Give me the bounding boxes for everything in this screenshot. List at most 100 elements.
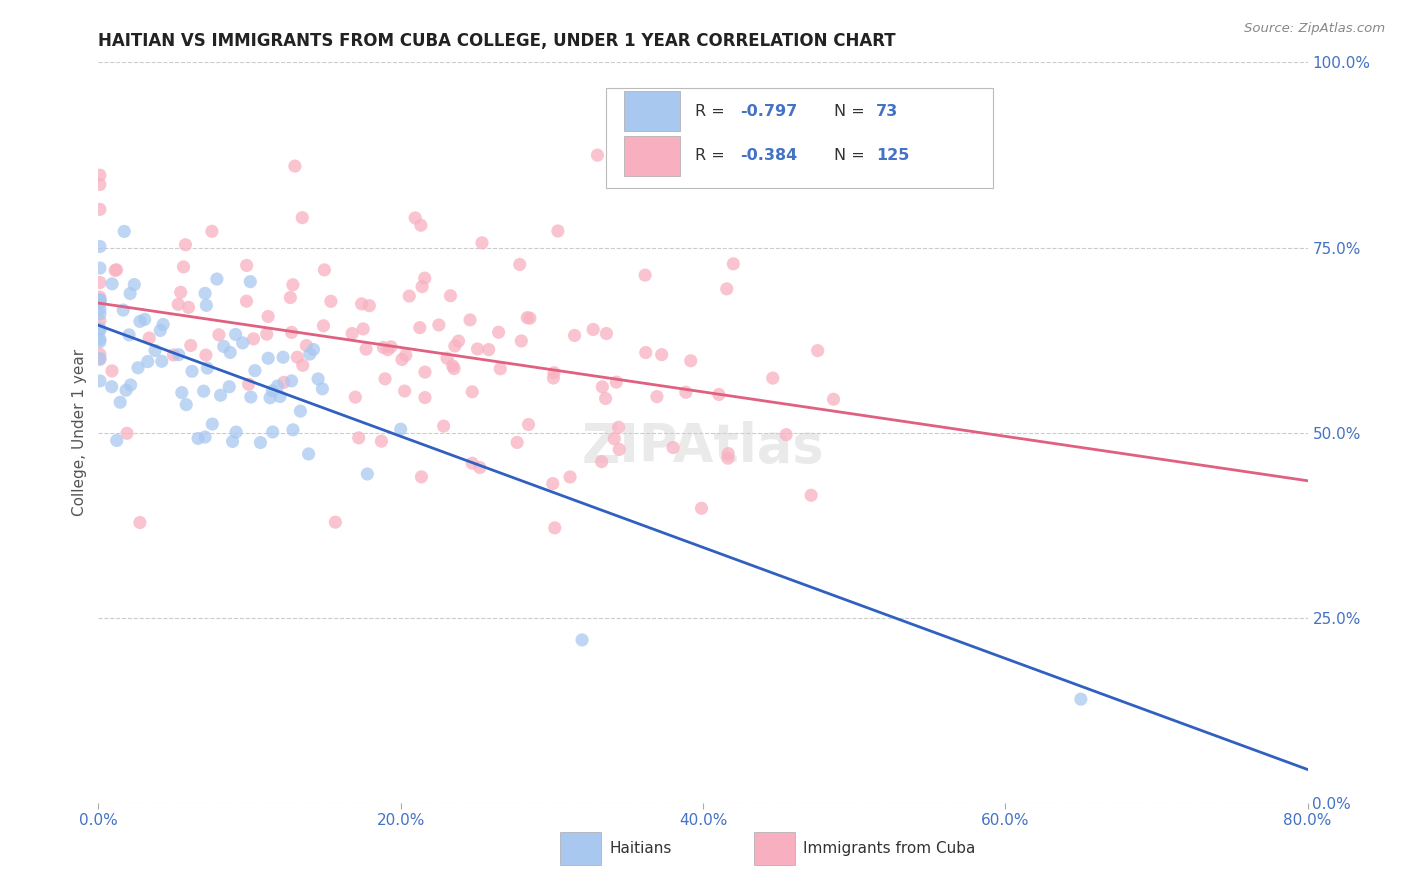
Point — [115, 383, 138, 397]
Point — [89, 347, 111, 361]
Point — [89, 322, 111, 336]
Point — [558, 470, 581, 484]
Point — [1070, 692, 1092, 706]
Point — [89, 334, 111, 349]
Point — [395, 348, 418, 362]
Point — [136, 354, 159, 368]
Point — [461, 456, 484, 470]
Point — [413, 391, 436, 405]
Point — [409, 219, 432, 233]
Point — [262, 425, 284, 439]
Point — [651, 348, 673, 362]
Point — [104, 263, 127, 277]
Point — [823, 392, 845, 407]
Point — [249, 435, 271, 450]
Point — [180, 338, 202, 352]
Point — [239, 390, 262, 404]
Point — [295, 338, 318, 352]
Point — [377, 343, 399, 357]
Point — [409, 320, 432, 334]
Point — [209, 388, 232, 402]
Point — [370, 434, 392, 449]
Point — [201, 224, 224, 238]
Point — [266, 379, 288, 393]
Point — [150, 354, 173, 368]
Point — [134, 312, 156, 326]
Point — [603, 432, 626, 446]
Point — [174, 237, 197, 252]
Point — [645, 390, 668, 404]
Point — [101, 364, 124, 378]
Point — [447, 334, 470, 348]
Point — [582, 322, 605, 336]
Point — [297, 447, 319, 461]
Point — [100, 380, 122, 394]
Point — [340, 326, 363, 341]
Point — [394, 384, 416, 398]
Point — [354, 342, 377, 356]
Point — [356, 467, 378, 481]
Point — [280, 326, 302, 340]
Text: Haitians: Haitians — [610, 841, 672, 856]
Point — [177, 301, 200, 315]
Point — [242, 332, 264, 346]
Point — [443, 339, 465, 353]
Text: R =: R = — [695, 103, 730, 119]
Point — [634, 345, 657, 359]
Point — [194, 348, 217, 362]
Point — [607, 420, 630, 434]
Point — [101, 277, 124, 291]
Point — [89, 352, 111, 367]
Point — [89, 295, 111, 310]
Point — [571, 632, 593, 647]
Point — [506, 435, 529, 450]
Point — [461, 384, 484, 399]
Point — [679, 353, 702, 368]
Point — [173, 260, 195, 274]
Point — [89, 351, 111, 366]
Point — [232, 335, 254, 350]
Point — [707, 387, 730, 401]
Point — [591, 380, 613, 394]
Point — [170, 285, 193, 300]
Point — [290, 404, 312, 418]
Text: N =: N = — [834, 148, 869, 163]
Point — [235, 294, 257, 309]
Point — [181, 364, 204, 378]
Point — [112, 303, 135, 318]
Point — [380, 340, 402, 354]
Point — [235, 259, 257, 273]
Point — [411, 470, 433, 484]
Point — [262, 384, 284, 398]
Point — [398, 289, 420, 303]
Point — [543, 366, 565, 380]
Point — [516, 310, 538, 325]
Point — [634, 268, 657, 282]
Point — [312, 318, 335, 333]
Point — [105, 262, 128, 277]
Point — [359, 299, 381, 313]
Point — [478, 343, 501, 357]
Point — [257, 351, 280, 366]
Point — [350, 297, 373, 311]
Point — [89, 313, 111, 327]
Point — [127, 360, 149, 375]
Point — [269, 390, 291, 404]
Point — [291, 359, 314, 373]
Point — [89, 239, 111, 253]
Point — [174, 398, 197, 412]
Point — [311, 382, 333, 396]
Point — [89, 293, 111, 307]
Point — [291, 211, 314, 225]
Point — [547, 224, 569, 238]
Text: ZIPAtlas: ZIPAtlas — [582, 421, 824, 474]
Point — [690, 501, 713, 516]
Point — [273, 376, 295, 390]
Point — [105, 434, 128, 448]
Point — [468, 460, 491, 475]
Point — [115, 426, 138, 441]
Y-axis label: College, Under 1 year: College, Under 1 year — [72, 349, 87, 516]
Point — [595, 326, 617, 341]
Point — [195, 361, 218, 376]
Point — [259, 391, 281, 405]
